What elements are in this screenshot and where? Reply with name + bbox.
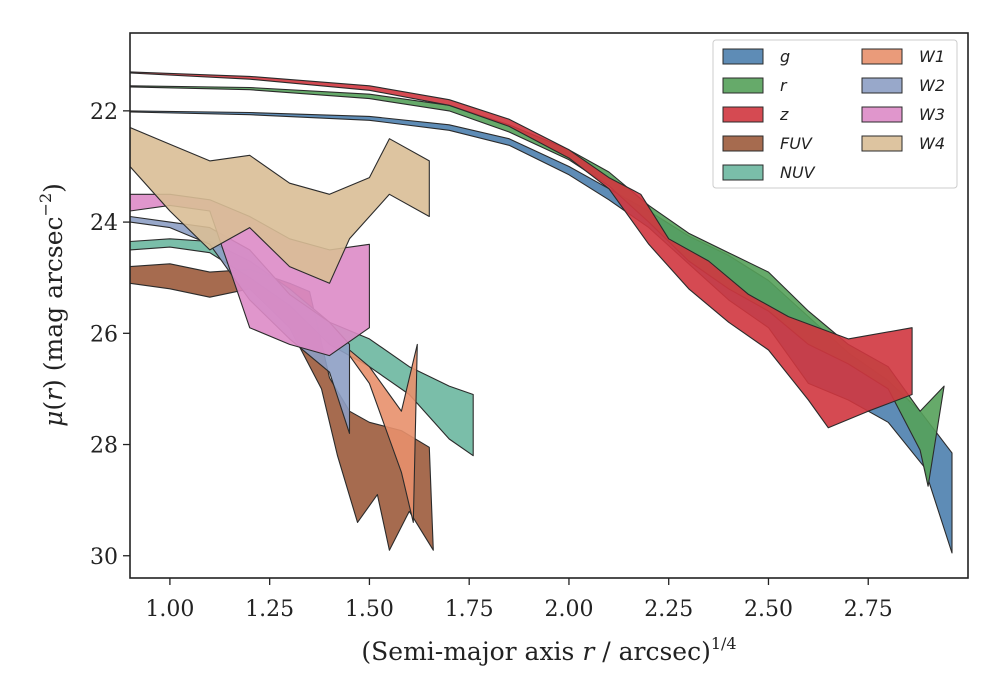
- y-axis-ticks: 22 24 26 28 30: [90, 100, 130, 570]
- y-tick-label: 24: [90, 211, 118, 236]
- legend-swatch-w2: [861, 77, 903, 94]
- area-w1: [348, 343, 418, 523]
- y-tick-label: 28: [90, 434, 118, 459]
- legend-label-w4: W4: [919, 134, 945, 153]
- area-z: [130, 71, 913, 429]
- legend-label-r: r: [780, 76, 788, 95]
- x-axis-ticks: 1.00 1.25 1.50 1.75 2.00 2.25 2.50 2.75: [145, 578, 893, 622]
- x-axis-title: (Semi-major axis r / arcsec)1/4: [361, 634, 736, 666]
- legend-swatch-z: [722, 106, 764, 123]
- x-tick-label: 1.50: [345, 597, 394, 622]
- legend-label-z: z: [779, 105, 789, 124]
- legend-label-fuv: FUV: [780, 134, 813, 153]
- plot-frame: [129, 32, 969, 579]
- legend-label-nuv: NUV: [780, 163, 816, 182]
- y-tick-label: 30: [90, 545, 118, 570]
- x-tick-label: 2.25: [644, 597, 693, 622]
- legend-swatch-w4: [861, 135, 903, 152]
- legend-label-g: g: [780, 47, 790, 66]
- chart-legend: grz FUV NUV W1 W2 W3 W4: [712, 39, 958, 189]
- y-axis-title: μ(r) (mag arcsec−2): [36, 183, 68, 427]
- y-tick-label: 22: [90, 100, 118, 125]
- x-tick-label: 1.00: [145, 597, 194, 622]
- legend-swatch-nuv: [722, 164, 764, 181]
- x-tick-label: 1.25: [245, 597, 294, 622]
- area-r: [130, 85, 945, 487]
- x-tick-label: 2.00: [544, 597, 593, 622]
- area-w4: [130, 126, 430, 284]
- x-tick-label: 2.75: [844, 597, 893, 622]
- legend-swatch-w1: [861, 48, 903, 65]
- legend-swatch-g: [722, 48, 764, 65]
- legend-label-w1: W1: [919, 47, 945, 66]
- legend-swatch-w3: [861, 106, 903, 123]
- legend-items: grz FUV NUV W1 W2 W3 W4: [722, 47, 945, 182]
- profile-areas: [130, 71, 953, 554]
- legend-label-w2: W2: [919, 76, 945, 95]
- legend-swatch-fuv: [722, 135, 764, 152]
- legend-swatch-r: [722, 77, 764, 94]
- legend-label-w3: W3: [919, 105, 945, 124]
- x-tick-label: 1.75: [445, 597, 494, 622]
- y-tick-label: 26: [90, 322, 118, 347]
- x-tick-label: 2.50: [744, 597, 793, 622]
